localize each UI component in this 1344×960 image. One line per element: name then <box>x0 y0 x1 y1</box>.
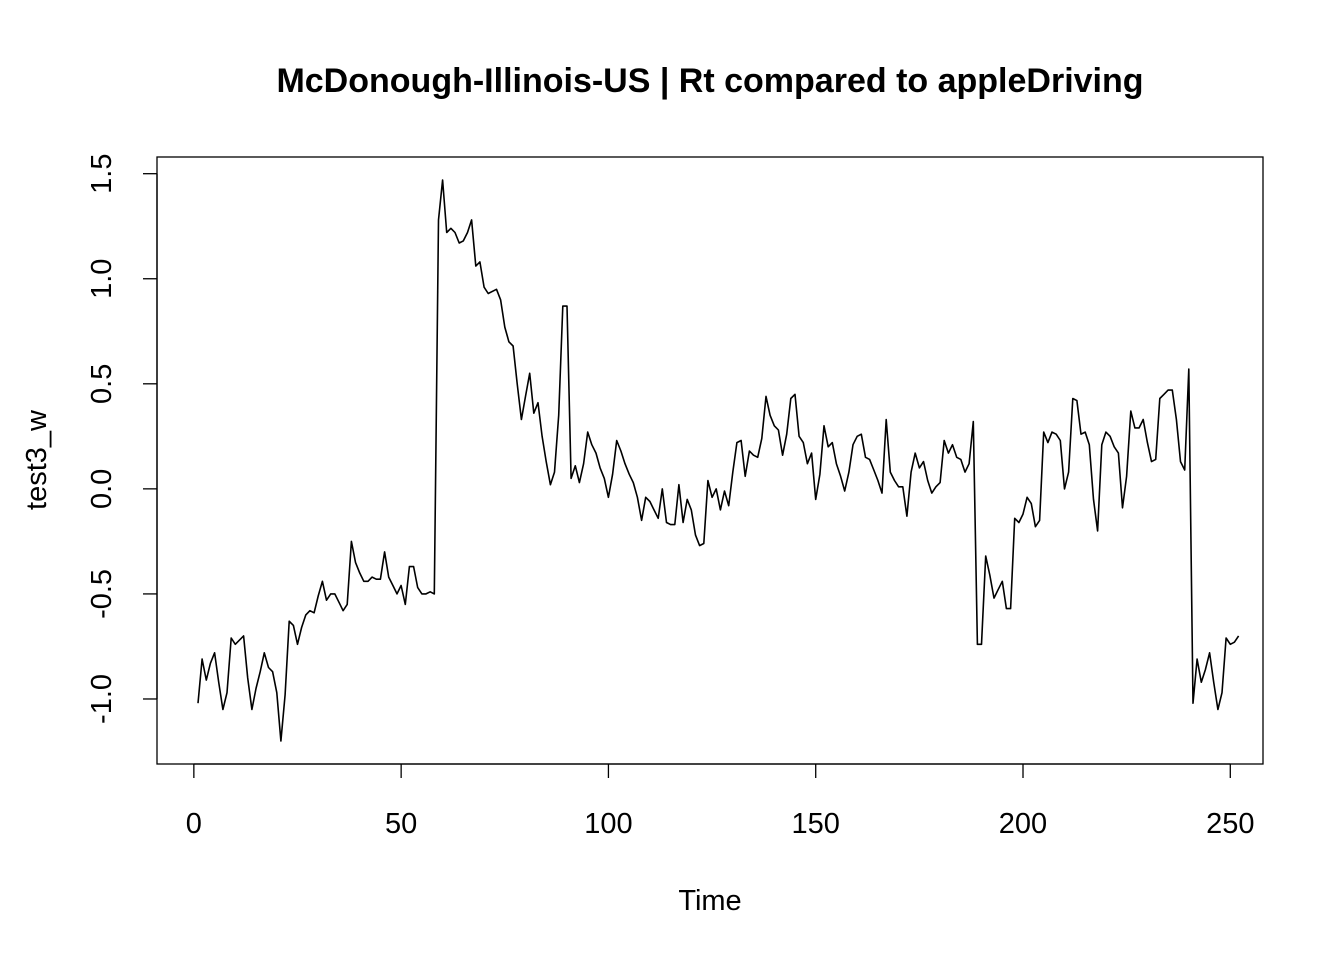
y-tick-label: 1.5 <box>86 154 118 194</box>
x-tick-label: 100 <box>584 808 632 840</box>
x-tick-label: 200 <box>999 808 1047 840</box>
series-line <box>197 179 1240 742</box>
x-tick-label: 50 <box>385 808 417 840</box>
x-tick-label: 0 <box>186 808 202 840</box>
series-layer <box>197 179 1240 742</box>
x-axis: 0 50 100 150 200 250 <box>186 763 1254 840</box>
y-tick-label: 0.0 <box>86 469 118 509</box>
y-tick-label: -0.5 <box>86 569 118 619</box>
y-axis: -1.0 -0.5 0.0 0.5 1.0 1.5 <box>86 154 158 724</box>
x-tick-label: 150 <box>792 808 840 840</box>
x-axis-label: Time <box>678 885 741 917</box>
chart-title: McDonough-Illinois-US | Rt compared to a… <box>276 62 1143 100</box>
y-axis-label: test3_w <box>21 409 53 510</box>
x-tick-label: 250 <box>1206 808 1254 840</box>
y-tick-label: -1.0 <box>86 674 118 724</box>
y-tick-label: 1.0 <box>86 259 118 299</box>
y-tick-label: 0.5 <box>86 364 118 404</box>
